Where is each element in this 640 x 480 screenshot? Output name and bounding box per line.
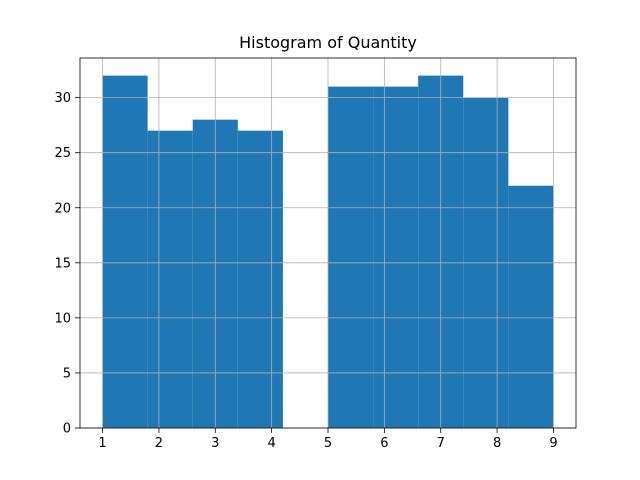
x-tick-label-2: 2 <box>155 436 163 451</box>
x-tick-label-6: 6 <box>380 436 388 451</box>
axes-layer: 1 2 3 4 5 6 7 8 9 0 5 10 15 20 25 30 <box>54 57 577 451</box>
histogram-bar-4 <box>237 130 283 428</box>
y-tick-label-2: 5 <box>63 366 71 381</box>
y-tick-label-1: 0 <box>63 422 71 437</box>
y-tick-label-7: 30 <box>54 91 71 106</box>
histogram-bar-1 <box>102 75 148 428</box>
x-tick-label-8: 8 <box>493 436 501 451</box>
histogram-bar-6 <box>328 86 374 428</box>
grid-layer <box>80 58 576 429</box>
y-tick-label-4: 15 <box>54 256 71 271</box>
histogram-bar-7 <box>373 86 419 428</box>
x-tick-label-5: 5 <box>324 436 332 451</box>
x-tick-label-9: 9 <box>549 436 557 451</box>
x-tick-label-4: 4 <box>267 436 275 451</box>
x-tick-label-1: 1 <box>98 436 106 451</box>
chart-title: Histogram of Quantity <box>239 33 417 52</box>
x-tick-label-3: 3 <box>211 436 219 451</box>
histogram-bar-10 <box>508 185 554 428</box>
y-tick-label-3: 10 <box>54 311 71 326</box>
y-tick-label-6: 25 <box>54 146 71 161</box>
y-tick-label-5: 20 <box>54 201 71 216</box>
x-tick-label-7: 7 <box>437 436 445 451</box>
histogram-bar-2 <box>147 130 193 428</box>
